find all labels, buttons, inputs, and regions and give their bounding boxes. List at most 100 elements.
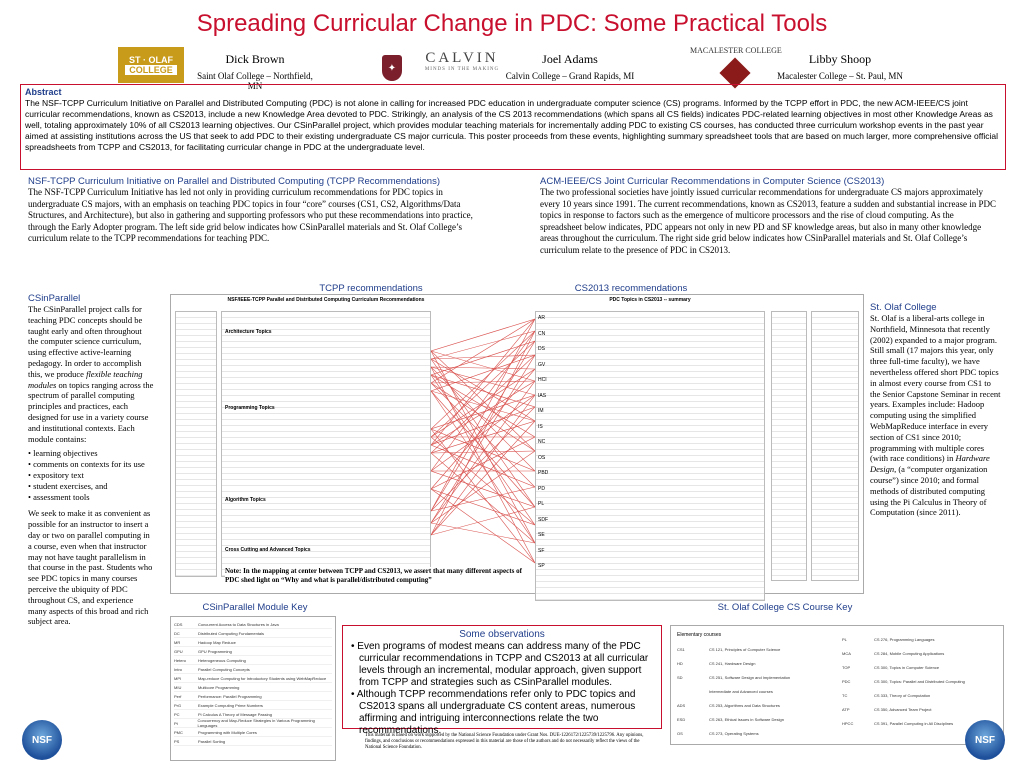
st-olaf-text-2: , (a “computer organization course”) sin…: [870, 464, 988, 518]
mapping-line: [431, 390, 535, 544]
mapping-line: [431, 394, 535, 430]
course-key-left: Elementary courses CS1 CS 121, Principles…: [677, 632, 832, 738]
mapping-line: [431, 444, 535, 488]
course-code: HD: [677, 660, 683, 666]
ka-label: DS: [538, 346, 545, 352]
module-title: Programming with Multiple Cores: [198, 729, 257, 735]
mapping-line: [431, 452, 535, 544]
tcpp-spreadsheet: [221, 311, 431, 577]
module-code: PS: [174, 738, 180, 744]
mapping-line: [431, 406, 535, 512]
calvin-shield-icon: ✦: [382, 55, 402, 81]
course-code: CS1: [677, 646, 685, 652]
table-row: PrG Example Computing Prime Numbers: [174, 701, 332, 710]
mapping-line: [431, 374, 535, 408]
author-2-affiliation: Calvin College – Grand Rapids, MI: [505, 71, 635, 81]
csinparallel-text-1: The CSinParallel project calls for teach…: [28, 304, 143, 379]
module-code: Intro: [174, 666, 183, 672]
abstract-text: The NSF-TCPP Curriculum Initiative on Pa…: [25, 98, 998, 152]
list-item: comments on contexts for its use: [28, 459, 154, 470]
table-row: Perf Performance: Parallel Programming: [174, 692, 332, 701]
cs2013-csinparallel-column: [771, 311, 807, 581]
module-title: Concurrency and Map-Reduce Strategies in…: [197, 718, 315, 728]
module-code: PrG: [174, 702, 182, 708]
tcpp-text: The NSF-TCPP Curriculum Initiative has l…: [28, 187, 473, 243]
module-code: GPU: [174, 648, 183, 654]
mapping-line: [431, 428, 535, 472]
mapping-lines: [431, 318, 535, 564]
list-item: student exercises, and: [28, 481, 154, 492]
table-row: ESD CS 263, Ethical Issues in Software De…: [677, 712, 832, 726]
module-code: MR: [174, 639, 181, 645]
module-code: DC: [174, 630, 180, 636]
course-title: CS 350, Advanced Team Project: [874, 706, 932, 712]
csinparallel-text-3: We seek to make it as convenient as poss…: [28, 508, 153, 627]
acm-section: ACM-IEEE/CS Joint Curricular Recommendat…: [540, 176, 996, 256]
st-olaf-logo-line2: COLLEGE: [125, 65, 177, 75]
module-title: Map-reduce Computing for Introductory St…: [198, 675, 327, 681]
mapping-line: [431, 366, 535, 370]
mapping-line: [431, 330, 535, 360]
course-code: PL: [842, 636, 847, 642]
mapping-line: [431, 450, 535, 524]
module-title: Parallel Computing Concepts: [198, 666, 250, 672]
csinparallel-section: CSinParallel The CSinParallel project ca…: [28, 293, 154, 627]
module-title: GPU Programming: [198, 648, 232, 654]
ka-label: IAS: [538, 392, 547, 399]
table-row: PDC CS 300, Topics: Parallel and Distribu…: [842, 674, 997, 688]
author-1: Dick Brown Saint Olaf College – Northfie…: [190, 52, 320, 91]
st-olaf-heading: St. Olaf College: [870, 302, 937, 313]
course-title: CS 333, Theory of Computation: [874, 692, 931, 698]
tcpp-sheet-header: NSF/IEEE-TCPP Parallel and Distributed C…: [227, 297, 425, 303]
mapping-line: [431, 340, 535, 512]
ka-label: CN: [538, 330, 546, 337]
tcpp-section-algorithms: Algorithm Topics: [225, 497, 266, 503]
course-title: CS 121, Principles of Computer Science: [709, 646, 781, 652]
csinparallel-text: The CSinParallel project calls for teach…: [28, 304, 154, 444]
course-key-table: Elementary courses CS1 CS 121, Principles…: [670, 625, 1004, 745]
table-row: HD CS 241, Hardware Design: [677, 656, 832, 670]
module-title: Hadoop Map Reduce: [198, 639, 236, 645]
course-title: CS 263, Ethical Issues in Software Desig…: [709, 716, 784, 722]
table-row: PS Parallel Sorting: [174, 737, 332, 746]
module-contents-list: learning objectives comments on contexts…: [28, 448, 154, 502]
module-code: PMC: [174, 729, 183, 735]
ka-label: OS: [538, 454, 546, 461]
mapping-line: [431, 394, 535, 536]
course-code: MCA: [842, 650, 851, 656]
ka-label: IS: [538, 423, 543, 430]
mapping-line: [431, 390, 535, 422]
course-code: ATP: [842, 706, 850, 712]
mapping-line: [431, 366, 535, 396]
table-row: ADS CS 253, Algorithms and Data Structure…: [677, 698, 832, 712]
author-1-affiliation: Saint Olaf College – Northfield, MN: [197, 71, 313, 91]
cs2013-sheet-header: PDC Topics in CS2013 -- summary: [609, 297, 691, 303]
nsf-logo-right: NSF: [965, 720, 1005, 760]
mapping-line: [431, 354, 535, 360]
abstract-box: Abstract The NSF-TCPP Curriculum Initiat…: [20, 84, 1006, 170]
author-1-name: Dick Brown: [225, 52, 285, 66]
macalester-logo: MACALESTER COLLEGE: [690, 46, 782, 55]
course-code: HPCC: [842, 720, 854, 726]
cs2013-spreadsheet: [535, 311, 765, 601]
table-row: Pt Concurrency and Map-Reduce Strategies …: [174, 718, 332, 728]
st-olaf-text: St. Olaf is a liberal-arts college in No…: [870, 313, 1002, 518]
table-row: TC CS 333, Theory of Computation: [842, 688, 997, 702]
calvin-logo-tagline: MINDS IN THE MAKING: [424, 67, 500, 72]
module-title: Pi Calculus A Theory of Message Passing: [198, 711, 272, 717]
ka-label: AR: [538, 315, 545, 321]
mapping-line: [431, 354, 535, 392]
course-title: CS 253, Algorithms and Data Structures: [709, 702, 780, 708]
mapping-line: [431, 350, 535, 382]
course-title: CS 300, Topics: Parallel and Distributed…: [874, 678, 965, 684]
mapping-line: [431, 354, 535, 524]
ka-label: SE: [538, 532, 545, 538]
table-row: MCA CS 284, Mobile Computing Applications: [842, 646, 997, 660]
mapping-line: [431, 340, 535, 438]
table-row: Intermediate and Advanced courses: [677, 684, 832, 698]
table-row: PC Pi Calculus A Theory of Message Passin…: [174, 710, 332, 719]
module-title: Multicore Programming: [198, 684, 240, 690]
mapping-line: [431, 318, 535, 446]
mapping-line: [431, 382, 535, 452]
st-olaf-text-em: Hardware Design: [870, 453, 990, 475]
